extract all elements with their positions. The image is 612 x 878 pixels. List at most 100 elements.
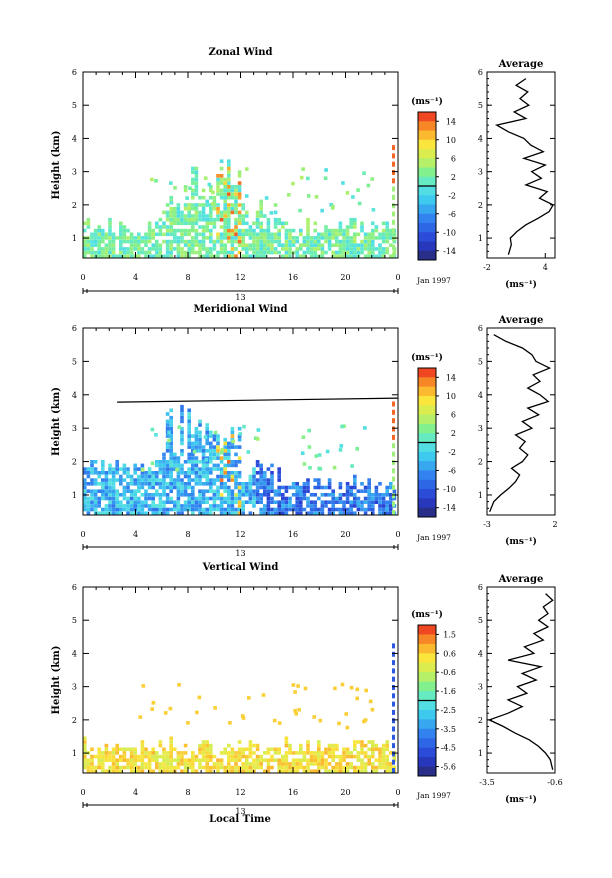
colorbar-segment [418, 176, 436, 187]
colorbar-segment [418, 223, 436, 233]
colorbar-tick-label: 2 [451, 429, 456, 438]
x-tick-label: 8 [185, 530, 190, 539]
colorbar-segment [418, 204, 436, 215]
average-title: Average [498, 59, 544, 70]
profile-y-tick-label: 3 [478, 683, 483, 692]
x-tick-label: 0 [395, 788, 400, 797]
colorbar-segment [418, 653, 436, 664]
day-label: 13 [235, 293, 245, 302]
colorbar-segment [418, 634, 436, 645]
colorbar-segment [418, 691, 436, 701]
x-tick-label: 8 [185, 273, 190, 282]
colorbar-tick-label: -5.6 [441, 763, 456, 772]
average-title: Average [498, 574, 544, 585]
y-tick-label: 3 [72, 168, 77, 177]
profile-y-tick-label: 5 [478, 357, 483, 366]
y-tick-label: 3 [72, 683, 77, 692]
x-tick-label: 0 [80, 273, 85, 282]
colorbar: (ms⁻¹) 14 10 6 2 -2 -6 -10 -14 [411, 352, 456, 518]
y-axis-label: Height (km) [51, 387, 62, 456]
x-tick-label: 12 [235, 788, 245, 797]
profile-y-tick-label: 6 [478, 68, 483, 77]
colorbar-tick-label: 0.6 [443, 649, 456, 658]
colorbar-segment [418, 461, 436, 471]
profile-x-label: (ms⁻¹) [505, 794, 537, 805]
profile-line [487, 593, 554, 770]
colorbar-segment [418, 700, 436, 711]
panel-title: Meridional Wind [193, 304, 287, 315]
panel-title: Zonal Wind [208, 47, 272, 58]
profile-y-tick-label: 6 [478, 324, 483, 333]
profile-y-tick-label: 1 [478, 234, 483, 243]
colorbar-tick-label: 10 [446, 136, 456, 145]
heatmap-cells [83, 643, 397, 773]
date-label: Jan 1997 [416, 276, 451, 285]
x-tick-label: 20 [340, 788, 350, 797]
y-tick-label: 4 [72, 391, 77, 400]
colorbar-segment [418, 470, 436, 481]
y-tick-label: 4 [72, 134, 77, 143]
colorbar-segment [418, 121, 436, 131]
x-tick-label: 4 [133, 273, 138, 282]
colorbar-tick-label: 14 [446, 117, 456, 126]
x-tick-label: 0 [395, 273, 400, 282]
colorbar-tick-label: 6 [451, 154, 456, 163]
colorbar-tick-label: -0.6 [441, 668, 456, 677]
profile-y-tick-label: 6 [478, 583, 483, 592]
colorbar-tick-label: -1.6 [441, 687, 456, 696]
colorbar-segment [418, 167, 436, 178]
x-tick-label: 4 [133, 788, 138, 797]
date-label: Jan 1997 [416, 791, 451, 800]
x-tick-label: 8 [185, 788, 190, 797]
y-tick-label: 2 [72, 201, 77, 210]
colorbar-segment [418, 625, 436, 635]
profile-y-tick-label: 5 [478, 101, 483, 110]
colorbar-segment [418, 186, 436, 196]
x-tick-label: 12 [235, 273, 245, 282]
colorbar-label: (ms⁻¹) [411, 352, 443, 363]
y-tick-label: 3 [72, 424, 77, 433]
y-tick-label: 5 [72, 616, 77, 625]
profile-y-tick-label: 4 [478, 391, 483, 400]
date-label: Jan 1997 [416, 533, 451, 542]
colorbar-segment [418, 139, 436, 150]
x-tick-label: 16 [288, 273, 298, 282]
colorbar-segment [418, 672, 436, 683]
x-axis-label: Local Time [209, 814, 271, 825]
colorbar: (ms⁻¹) 14 10 6 2 -2 -6 -10 -14 [411, 96, 456, 261]
x-tick-label: 0 [80, 530, 85, 539]
colorbar-segment [418, 738, 436, 749]
y-tick-label: 5 [72, 357, 77, 366]
colorbar-segment [418, 451, 436, 462]
colorbar-segment [418, 681, 436, 692]
average-profile: Average 1 2 3 4 5 6 -3 2 (ms⁻¹) [478, 315, 558, 547]
colorbar-tick-label: -2 [448, 191, 456, 200]
colorbar-label: (ms⁻¹) [411, 609, 443, 620]
colorbar-tick-label: -2.5 [441, 706, 456, 715]
profile-frame [486, 586, 556, 774]
colorbar-segment [418, 386, 436, 397]
profile-y-tick-label: 3 [478, 168, 483, 177]
y-tick-label: 1 [72, 491, 77, 500]
colorbar-segment [418, 728, 436, 739]
profile-y-tick-label: 2 [478, 716, 483, 725]
y-tick-label: 4 [72, 649, 77, 658]
colorbar-segment [418, 241, 436, 252]
profile-x-tick-label: -3 [483, 520, 491, 529]
colorbar-segment [418, 395, 436, 406]
profile-line [489, 334, 552, 512]
colorbar-segment [418, 747, 436, 758]
heatmap-cells [83, 145, 397, 258]
colorbar-segment [418, 498, 436, 509]
profile-x-tick-label: -3.5 [479, 778, 494, 787]
colorbar-segment [418, 757, 436, 767]
day-label: 13 [235, 807, 245, 816]
colorbar-segment [418, 232, 436, 242]
colorbar-tick-label: -14 [443, 504, 456, 513]
profile-x-tick-label: 4 [543, 263, 548, 272]
colorbar-tick-label: -14 [443, 247, 456, 256]
colorbar-segment [418, 158, 436, 168]
colorbar-segment [418, 213, 436, 224]
y-tick-label: 2 [72, 716, 77, 725]
